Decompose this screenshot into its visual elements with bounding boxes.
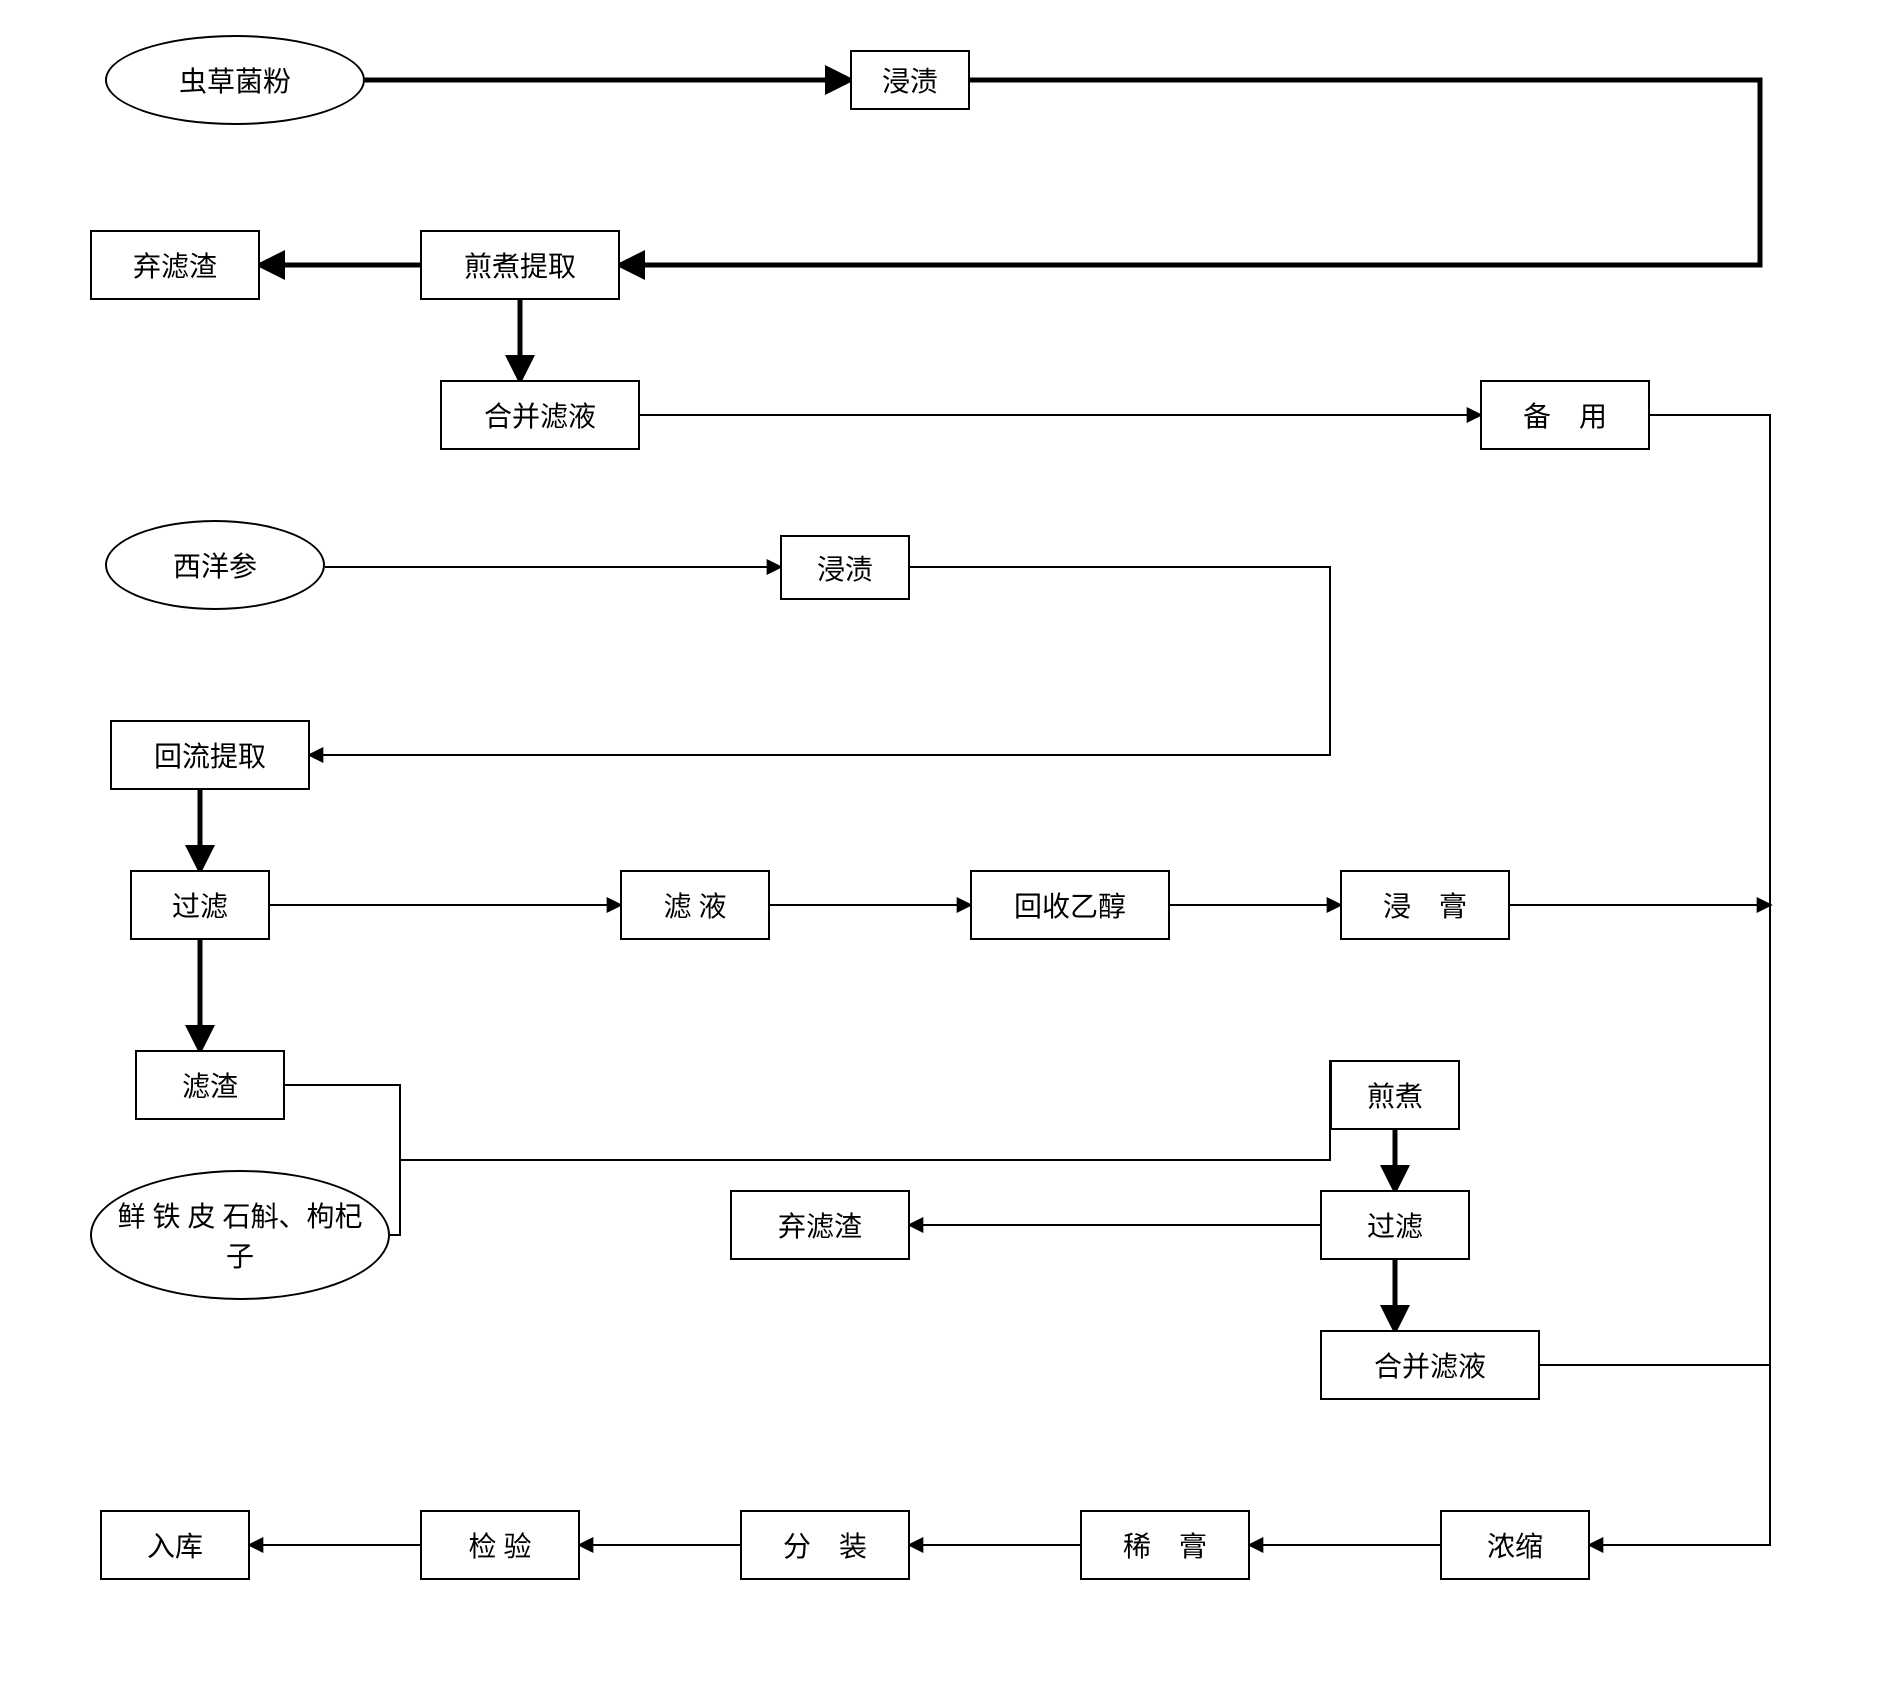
node-n19: 合并滤液 [1320,1330,1540,1400]
node-n12: 回收乙醇 [970,870,1170,940]
node-n20: 入库 [100,1510,250,1580]
node-n16: 煎煮 [1330,1060,1460,1130]
node-n10: 过滤 [130,870,270,940]
node-n13: 浸 膏 [1340,870,1510,940]
node-label: 鲜 铁 皮 石斛、枸杞子 [108,1195,372,1275]
node-n3: 弃滤渣 [90,230,260,300]
node-label: 回流提取 [154,735,266,775]
node-label: 浸 膏 [1383,885,1467,925]
node-label: 浸渍 [882,60,938,100]
node-n6: 备 用 [1480,380,1650,450]
node-n9: 回流提取 [110,720,310,790]
node-n22: 分 装 [740,1510,910,1580]
node-label: 合并滤液 [1374,1345,1486,1385]
node-n17: 弃滤渣 [730,1190,910,1260]
node-n23: 稀 膏 [1080,1510,1250,1580]
node-label: 回收乙醇 [1014,885,1126,925]
connector-layer [0,0,1884,1690]
node-label: 过滤 [172,885,228,925]
node-n5: 合并滤液 [440,380,640,450]
node-label: 浓缩 [1487,1525,1543,1565]
node-n7: 西洋参 [105,520,325,610]
node-n8: 浸渍 [780,535,910,600]
node-label: 浸渍 [817,548,873,588]
node-label: 检 验 [468,1525,531,1565]
node-label: 滤渣 [182,1065,238,1105]
node-label: 备 用 [1523,395,1607,435]
node-label: 西洋参 [173,545,257,585]
node-n2: 浸渍 [850,50,970,110]
node-label: 入库 [147,1525,203,1565]
node-n4: 煎煮提取 [420,230,620,300]
edge [400,1095,1330,1160]
edge [1590,415,1770,1545]
node-label: 弃滤渣 [778,1205,862,1245]
node-n1: 虫草菌粉 [105,35,365,125]
node-label: 虫草菌粉 [179,60,291,100]
node-n21: 检 验 [420,1510,580,1580]
node-label: 分 装 [783,1525,867,1565]
node-label: 煎煮提取 [464,245,576,285]
node-label: 过滤 [1367,1205,1423,1245]
node-label: 稀 膏 [1123,1525,1207,1565]
node-label: 弃滤渣 [133,245,217,285]
node-n11: 滤 液 [620,870,770,940]
node-n14: 滤渣 [135,1050,285,1120]
node-n18: 过滤 [1320,1190,1470,1260]
node-label: 煎煮 [1367,1075,1423,1115]
node-n24: 浓缩 [1440,1510,1590,1580]
node-label: 滤 液 [663,885,726,925]
edge [620,80,1760,265]
node-n15: 鲜 铁 皮 石斛、枸杞子 [90,1170,390,1300]
node-label: 合并滤液 [484,395,596,435]
